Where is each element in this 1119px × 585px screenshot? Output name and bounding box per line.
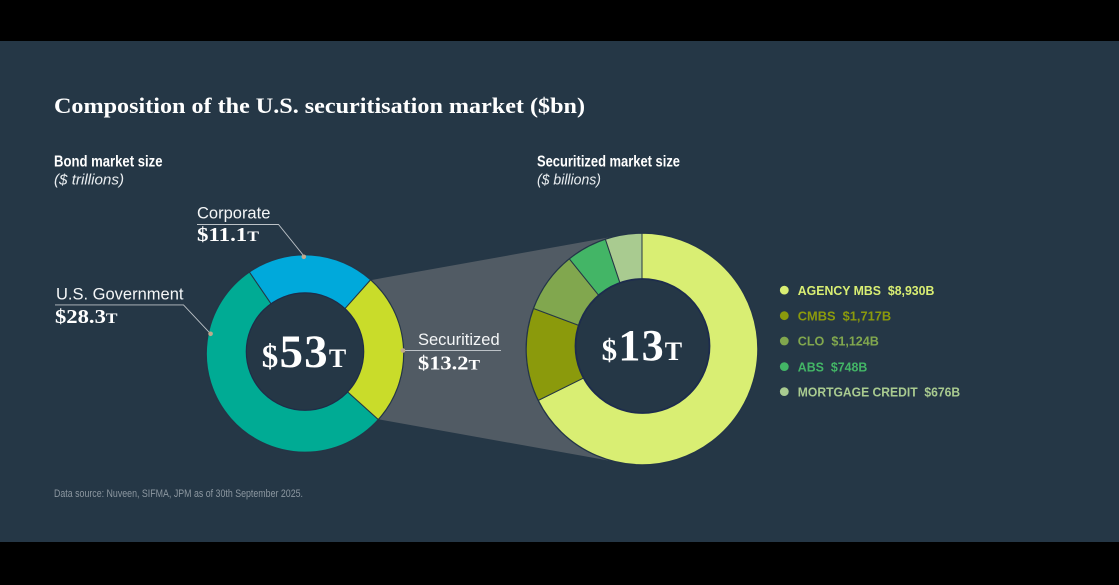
svg-text:Corporate: Corporate <box>197 205 270 223</box>
svg-text:$28.3T: $28.3 T <box>55 307 117 328</box>
svg-text:CMBS $1,717B: CMBS $1,717B <box>798 308 891 323</box>
svg-text:Bond market size: Bond market size <box>54 154 163 171</box>
svg-text:($ trillions): ($ trillions) <box>54 173 124 189</box>
svg-text:Composition of the U.S. securi: Composition of the U.S. securitisation m… <box>54 93 585 118</box>
svg-text:($ billions): ($ billions) <box>537 173 601 189</box>
svg-text:U.S. Government: U.S. Government <box>56 286 184 304</box>
svg-text:$53T: $53T <box>262 326 348 378</box>
svg-text:Securitized: Securitized <box>418 331 500 349</box>
svg-text:$11.1T: $11.1 T <box>197 225 259 246</box>
svg-text:AGENCY MBS $8,930B: AGENCY MBS $8,930B <box>798 283 935 298</box>
svg-text:Data source: Nuveen, SIFMA, JP: Data source: Nuveen, SIFMA, JPM as of 30… <box>54 488 303 500</box>
svg-text:MORTGAGE CREDIT $676B: MORTGAGE CREDIT $676B <box>798 384 960 399</box>
svg-text:$13.2T: $13.2 T <box>418 353 480 374</box>
svg-text:Securitized market size: Securitized market size <box>537 154 680 171</box>
svg-text:CLO $1,124B: CLO $1,124B <box>798 334 879 349</box>
svg-text:$13T: $13T <box>602 321 684 370</box>
svg-text:ABS $748B: ABS $748B <box>798 359 868 374</box>
